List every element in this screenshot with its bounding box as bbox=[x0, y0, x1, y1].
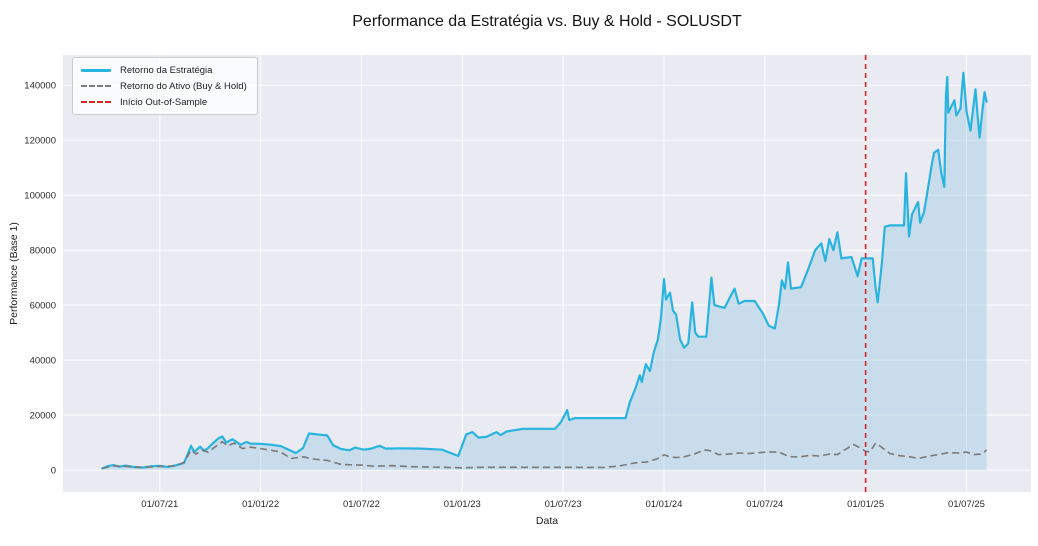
y-tick-label: 80000 bbox=[30, 246, 56, 257]
y-tick-label: 100000 bbox=[24, 191, 56, 202]
x-tick-label: 01/07/25 bbox=[948, 499, 985, 510]
legend-label-oos: Início Out-of-Sample bbox=[120, 96, 208, 108]
oos-dashed-line-swatch-icon bbox=[81, 101, 111, 103]
legend-item-strategy: Retorno da Estratégia bbox=[81, 64, 247, 76]
legend-item-buyhold: Retorno do Ativo (Buy & Hold) bbox=[81, 80, 247, 92]
strategy-line bbox=[101, 71, 988, 470]
y-tick-label: 0 bbox=[51, 466, 56, 477]
x-tick-label: 01/01/25 bbox=[847, 499, 884, 510]
x-tick-label: 01/01/22 bbox=[242, 499, 279, 510]
legend-label-buyhold: Retorno do Ativo (Buy & Hold) bbox=[120, 80, 247, 92]
legend-item-oos: Início Out-of-Sample bbox=[81, 96, 247, 108]
y-tick-label: 140000 bbox=[24, 81, 56, 92]
x-axis-label: Data bbox=[536, 515, 558, 527]
chart-legend: Retorno da Estratégia Retorno do Ativo (… bbox=[72, 57, 258, 115]
y-tick-label: 20000 bbox=[30, 411, 56, 422]
x-tick-label: 01/07/24 bbox=[746, 499, 783, 510]
y-tick-label: 120000 bbox=[24, 136, 56, 147]
x-tick-label: 01/07/23 bbox=[545, 499, 582, 510]
strategy-line-swatch-icon bbox=[81, 68, 111, 72]
y-tick-label: 60000 bbox=[30, 301, 56, 312]
x-tick-label: 01/01/23 bbox=[444, 499, 481, 510]
buyhold-dashed-line-swatch-icon bbox=[81, 85, 111, 87]
x-tick-label: 01/01/24 bbox=[645, 499, 682, 510]
y-axis-label: Performance (Base 1) bbox=[8, 222, 20, 325]
chart-title: Performance da Estratégia vs. Buy & Hold… bbox=[352, 13, 742, 30]
strategy-area-fill bbox=[102, 72, 987, 471]
x-tick-label: 01/07/22 bbox=[343, 499, 380, 510]
x-tick-label: 01/07/21 bbox=[141, 499, 178, 510]
y-tick-label: 40000 bbox=[30, 356, 56, 367]
legend-label-strategy: Retorno da Estratégia bbox=[120, 64, 213, 76]
plot-area bbox=[63, 55, 1031, 492]
